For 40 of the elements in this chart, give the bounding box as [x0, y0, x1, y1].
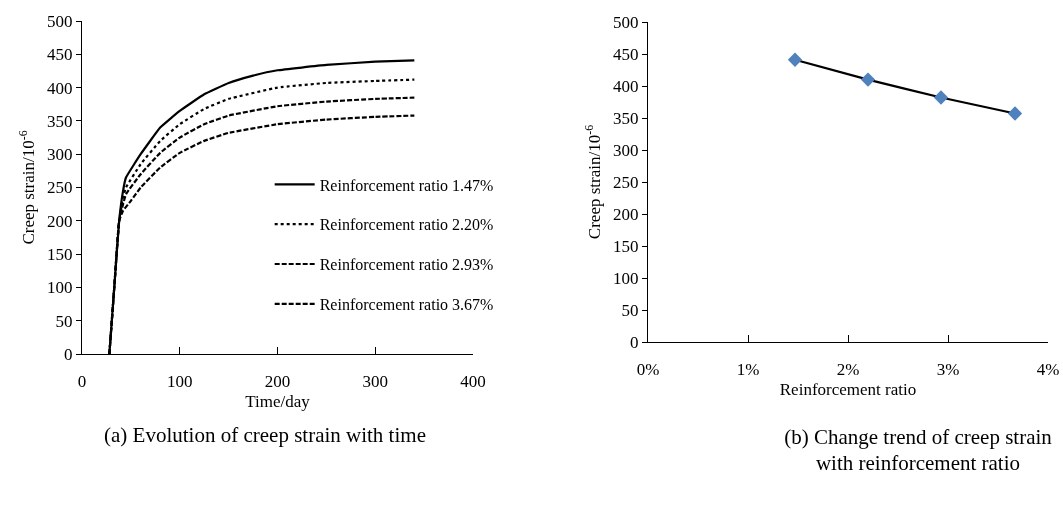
y-tick-label: 0: [64, 344, 73, 364]
y-tick-label: 400: [47, 78, 73, 98]
y-tick-label: 150: [613, 236, 639, 256]
y-tick-label: 100: [47, 278, 73, 298]
y-tick-label: 450: [47, 45, 73, 65]
legend-label: Reinforcement ratio 2.93%: [319, 256, 494, 274]
y-tick-label: 350: [613, 108, 639, 128]
y-tick-label: 350: [47, 111, 73, 131]
y-tick-label: 250: [613, 172, 639, 192]
x-axis-title: Reinforcement ratio: [779, 379, 917, 399]
legend-label: Reinforcement ratio 1.47%: [319, 176, 494, 194]
y-tick-label: 300: [613, 140, 639, 160]
y-tick-label: 450: [613, 44, 639, 64]
legend-label: Reinforcement ratio 2.20%: [319, 216, 494, 234]
text: (b) Change trend of creep strain with reinforcement ratio: [783, 424, 1053, 477]
x-tick-label: 300: [362, 372, 388, 392]
y-tick-label: 100: [613, 268, 639, 288]
x-axis-title: Time/day: [245, 391, 311, 411]
x-tick-label: 200: [264, 372, 291, 392]
x-tick-label: 400: [460, 372, 486, 392]
legend-label: Reinforcement ratio 3.67%: [319, 296, 494, 314]
y-tick-label: 500: [613, 12, 639, 32]
x-tick-label: 4%: [1036, 360, 1060, 380]
x-tick-label: 0%: [636, 360, 660, 380]
x-tick-label: 100: [167, 372, 193, 392]
x-tick-label: 2%: [836, 360, 860, 380]
y-tick-label: 200: [613, 204, 639, 224]
x-tick-label: 1%: [736, 360, 760, 380]
y-tick-label: 500: [47, 11, 73, 31]
x-tick-label: 3%: [936, 360, 960, 380]
y-tick-label: 250: [47, 178, 73, 198]
y-tick-label: 0: [630, 332, 639, 352]
y-tick-label: 200: [47, 211, 73, 231]
text: (a) Evolution of creep strain with time: [103, 422, 427, 449]
y-tick-label: 300: [47, 145, 73, 165]
y-tick-label: 400: [613, 76, 639, 96]
x-tick-label: 0: [77, 372, 87, 392]
y-tick-label: 50: [621, 300, 639, 320]
y-tick-label: 50: [55, 311, 73, 331]
y-tick-label: 150: [47, 245, 73, 265]
